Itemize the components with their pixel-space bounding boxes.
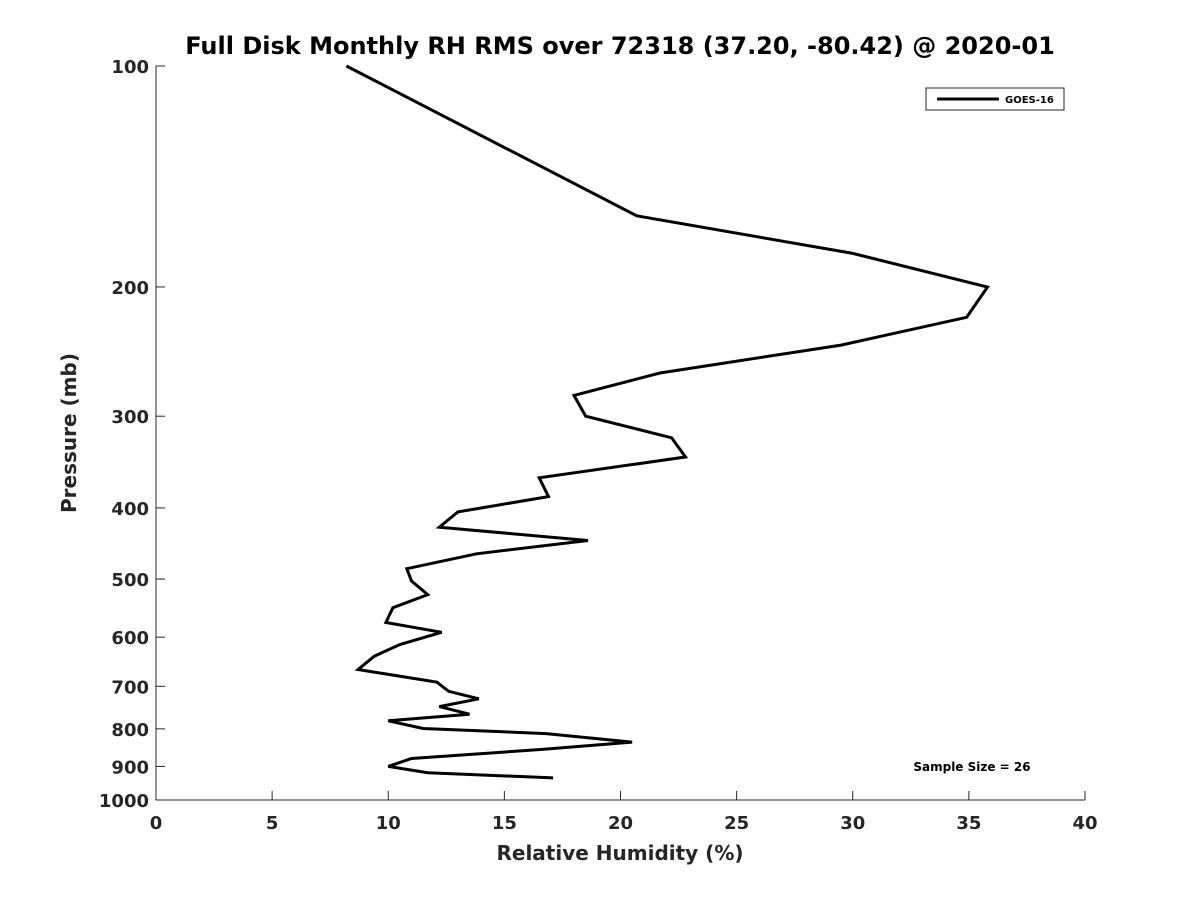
y-tick-label: 200	[111, 278, 149, 299]
data-point	[358, 669, 359, 670]
x-tick-label: 0	[150, 813, 163, 834]
data-point	[388, 720, 389, 721]
data-point	[411, 758, 412, 759]
data-point	[448, 691, 449, 692]
data-point	[478, 698, 479, 699]
data-point	[543, 749, 544, 750]
series-layer	[345, 64, 990, 780]
data-point	[660, 373, 661, 374]
y-tick-label: 400	[111, 499, 149, 520]
x-tick-label: 15	[492, 813, 517, 834]
data-point	[385, 622, 386, 623]
sample-size-annotation: Sample Size = 26	[913, 760, 1030, 774]
legend-label-goes-16: GOES-16	[1005, 95, 1054, 106]
data-point	[636, 215, 637, 216]
y-tick-label: 700	[111, 677, 149, 698]
data-point	[469, 714, 470, 715]
data-point	[388, 766, 389, 767]
data-point	[411, 581, 412, 582]
x-axis-label: Relative Humidity (%)	[496, 841, 743, 865]
plot-area	[156, 66, 1085, 800]
data-point	[427, 594, 428, 595]
data-point	[439, 706, 440, 707]
y-tick-label: 1000	[99, 791, 149, 812]
x-tick-label: 35	[956, 813, 981, 834]
data-point	[966, 317, 967, 318]
chart-title: Full Disk Monthly RH RMS over 72318 (37.…	[185, 32, 1055, 60]
data-point	[585, 416, 586, 417]
data-point	[441, 632, 442, 633]
data-point	[553, 777, 554, 778]
data-point	[346, 66, 347, 67]
data-point	[574, 395, 575, 396]
data-point	[437, 682, 438, 683]
y-tick-label: 600	[111, 628, 149, 649]
data-point	[392, 607, 393, 608]
data-point	[406, 568, 407, 569]
x-tick-label: 5	[266, 813, 279, 834]
y-tick-label: 800	[111, 720, 149, 741]
x-tick-label: 25	[724, 813, 749, 834]
x-tick-label: 40	[1072, 813, 1097, 834]
legend: GOES-16	[925, 87, 1065, 111]
x-tick-label: 30	[840, 813, 865, 834]
y-tick-label: 100	[111, 57, 149, 78]
series-line-goes-16	[345, 64, 990, 780]
data-point	[399, 644, 400, 645]
data-point	[539, 477, 540, 478]
x-tick-label: 10	[376, 813, 401, 834]
data-point	[546, 733, 547, 734]
data-point	[374, 656, 375, 657]
data-point	[423, 728, 424, 729]
data-point	[439, 527, 440, 528]
data-point	[671, 437, 672, 438]
x-ticks: 0 5 10 15 20 25 30 35 40	[150, 791, 1098, 834]
data-point	[548, 496, 549, 497]
data-point	[588, 540, 589, 541]
data-point	[852, 253, 853, 254]
data-point	[457, 511, 458, 512]
y-ticks: 100 200 300 400 500 600 700 800 900 1000	[99, 57, 165, 812]
data-point	[987, 287, 988, 288]
data-point	[427, 772, 428, 773]
axes: 0 5 10 15 20 25 30 35 40 100 200 300 400 500 600 700 80…	[99, 57, 1098, 834]
y-tick-label: 300	[111, 407, 149, 428]
data-point	[685, 457, 686, 458]
y-axis-label: Pressure (mb)	[57, 353, 81, 513]
data-point	[476, 553, 477, 554]
y-tick-label: 900	[111, 757, 149, 778]
y-tick-label: 500	[111, 570, 149, 591]
x-tick-label: 20	[608, 813, 633, 834]
data-point	[632, 742, 633, 743]
data-point	[841, 345, 842, 346]
